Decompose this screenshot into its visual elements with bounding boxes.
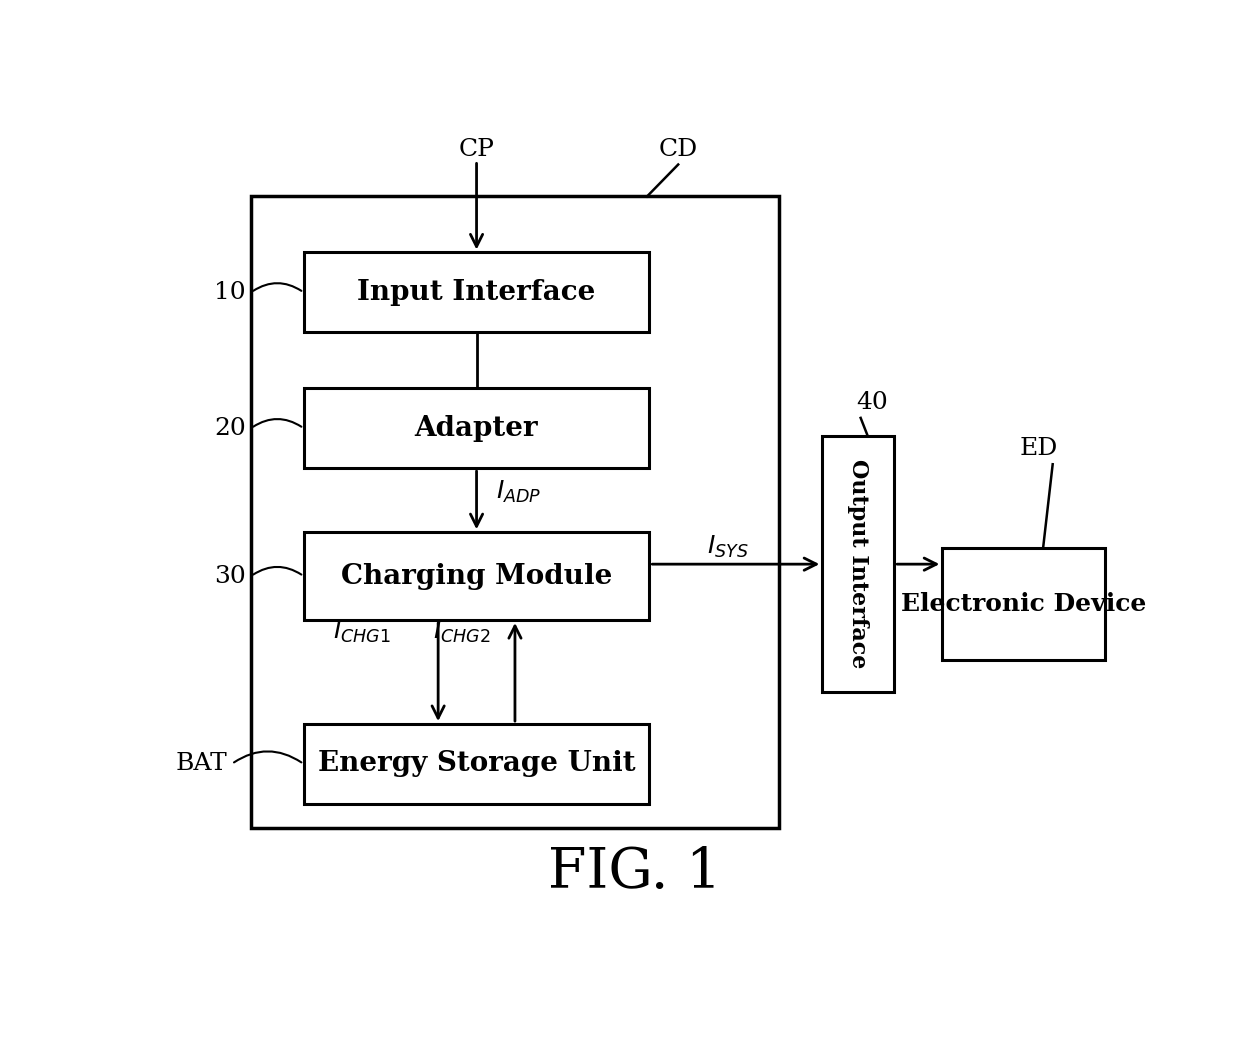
Text: ED: ED xyxy=(1020,437,1057,460)
Text: FIG. 1: FIG. 1 xyxy=(549,845,721,900)
Bar xyxy=(304,388,649,468)
Bar xyxy=(943,548,1105,660)
Bar xyxy=(304,532,649,620)
Text: Adapter: Adapter xyxy=(415,415,539,442)
Text: CP: CP xyxy=(458,137,494,161)
Text: 30: 30 xyxy=(214,565,247,588)
Text: 20: 20 xyxy=(214,417,247,440)
Text: $I_{SYS}$: $I_{SYS}$ xyxy=(707,534,748,561)
Bar xyxy=(304,725,649,803)
Bar xyxy=(250,196,779,828)
Bar xyxy=(304,252,649,332)
Text: 40: 40 xyxy=(856,391,887,414)
Text: Energy Storage Unit: Energy Storage Unit xyxy=(317,750,636,777)
Text: Electronic Device: Electronic Device xyxy=(901,592,1146,617)
Bar xyxy=(823,436,895,692)
Text: BAT: BAT xyxy=(175,753,227,775)
Text: Charging Module: Charging Module xyxy=(341,563,612,590)
Text: $I_{CHG2}$: $I_{CHG2}$ xyxy=(434,619,491,646)
Text: $I_{ADP}$: $I_{ADP}$ xyxy=(496,480,541,506)
Text: $I_{CHG1}$: $I_{CHG1}$ xyxy=(332,619,390,646)
Text: Input Interface: Input Interface xyxy=(357,279,596,306)
Text: CD: CD xyxy=(659,137,698,161)
Text: 10: 10 xyxy=(214,281,247,304)
Text: Output Interface: Output Interface xyxy=(847,460,870,668)
